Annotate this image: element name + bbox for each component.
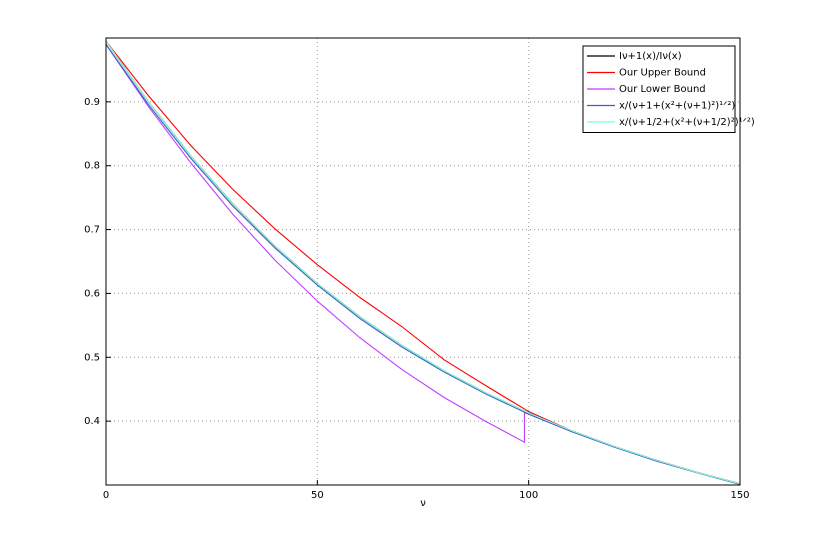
y-tick-label: 0.5 <box>84 352 100 363</box>
legend: Iν+1(x)/Iν(x) Our Upper Bound Our Lower Bo… <box>582 45 755 133</box>
series-line <box>105 40 741 485</box>
lines <box>105 40 741 485</box>
x-axis-label: ν <box>420 498 426 509</box>
legend-label: Iν+1(x)/Iν(x) <box>619 51 682 62</box>
x-tick-label: 150 <box>730 490 749 501</box>
y-tick-label: 0.7 <box>84 225 100 236</box>
legend-label: x/(ν+1+(x²+(ν+1)²)¹ᐟ²) <box>619 101 735 112</box>
series-line <box>105 44 741 485</box>
legend-label: Our Upper Bound <box>619 68 706 79</box>
x-tick-label: 0 <box>103 490 109 501</box>
plot-frame <box>105 37 741 486</box>
y-tick-label: 0.6 <box>84 288 100 299</box>
x-tick-label: 50 <box>311 490 324 501</box>
legend-label: Our Lower Bound <box>619 84 706 95</box>
y-tick-label: 0.8 <box>84 161 100 172</box>
y-tick-label: 0.4 <box>84 416 100 427</box>
legend-label: x/(ν+1/2+(x²+(ν+1/2)²)¹ᐟ²) <box>619 117 755 128</box>
y-tick-label: 0.9 <box>84 97 100 108</box>
x-tick-label: 100 <box>519 490 538 501</box>
